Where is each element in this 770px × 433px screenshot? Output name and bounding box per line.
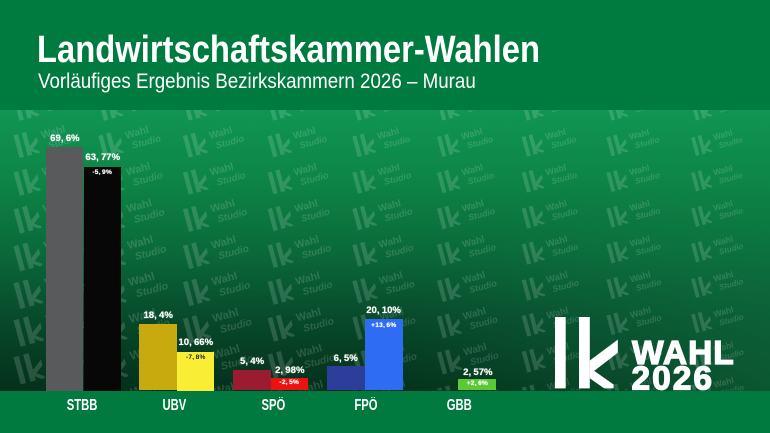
svg-text:WAHL: WAHL [632, 335, 735, 372]
svg-text:2026: 2026 [632, 361, 715, 398]
